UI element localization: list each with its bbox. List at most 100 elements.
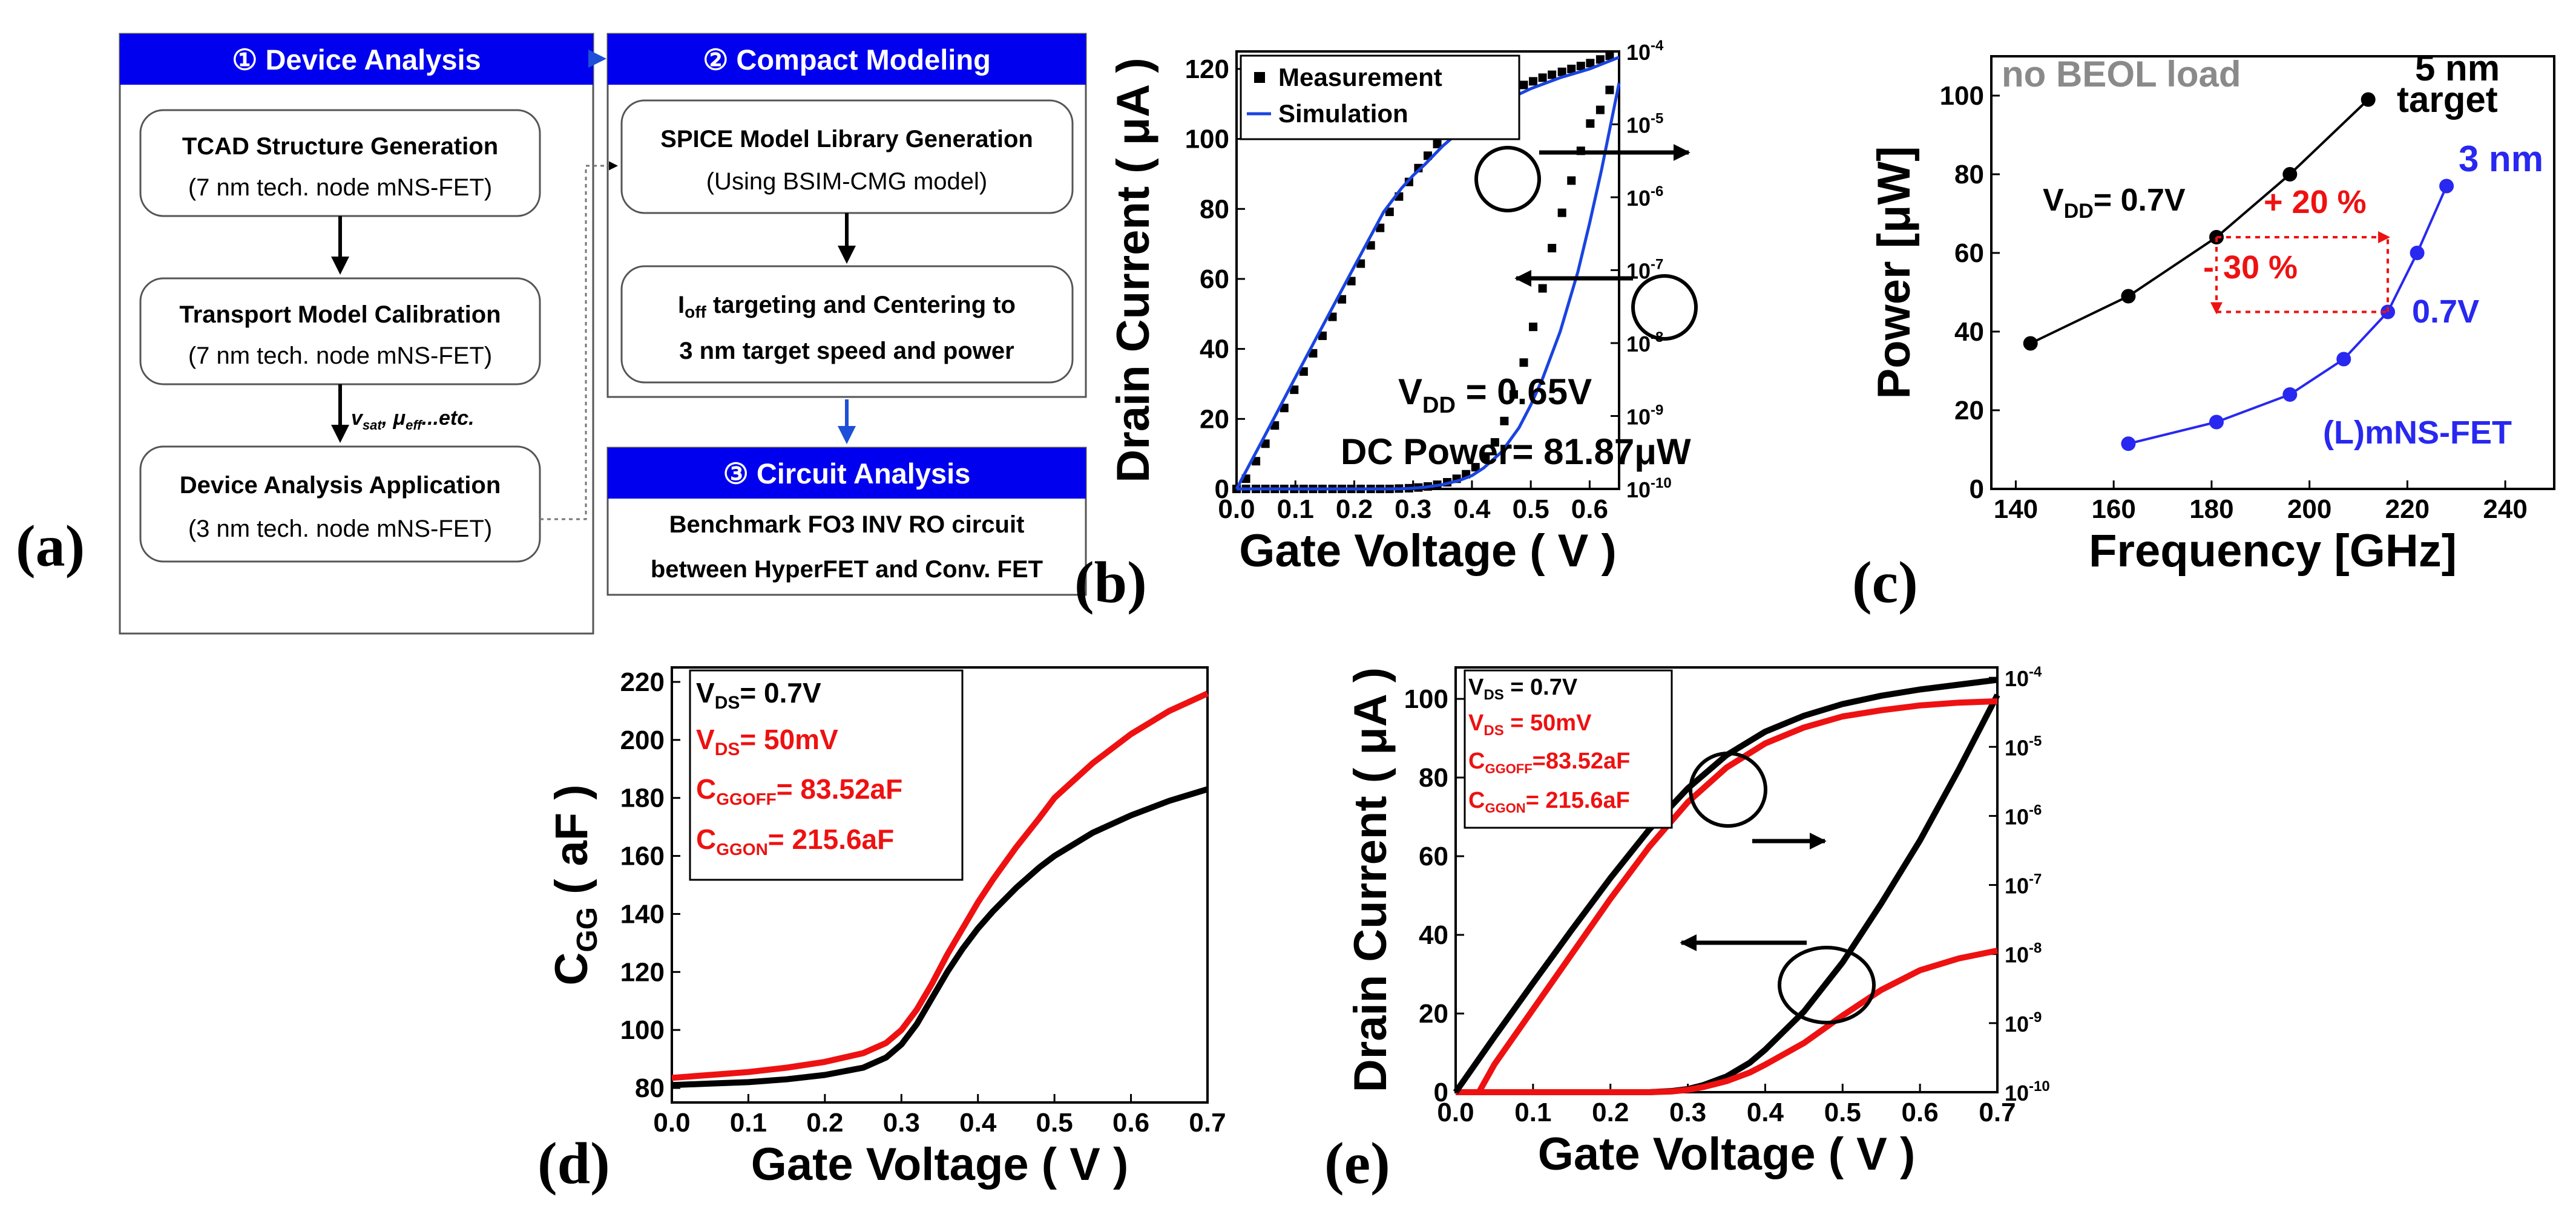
e-y2-tick-label: 10-6 <box>2005 802 2042 829</box>
panel-label-b: (b) <box>1074 550 1147 615</box>
c-x-tick-label: 160 <box>2091 494 2135 524</box>
c-x-tick-label: 220 <box>2385 494 2430 524</box>
e-y-tick-label: 20 <box>1419 999 1448 1029</box>
c-data-point <box>2361 92 2376 107</box>
c-y-tick-label: 60 <box>1954 238 1984 268</box>
c-y-tick-label: 40 <box>1954 317 1984 347</box>
b-data-point <box>1385 208 1394 217</box>
b-data-point <box>1500 416 1509 425</box>
b-y-tick-label: 60 <box>1200 264 1229 294</box>
b-data-point <box>1318 331 1327 340</box>
b-data-point <box>1366 241 1375 250</box>
b-x-tick-label: 0.5 <box>1513 494 1549 524</box>
b-y2-tick-label: 10-5 <box>1626 111 1663 138</box>
b-data-point <box>1595 105 1605 114</box>
tcad-sub: (7 nm tech. node mNS-FET) <box>188 174 492 201</box>
c-data-point <box>2023 336 2038 351</box>
c-mnsfet-label: (L)mNS-FET <box>2323 414 2512 451</box>
d-x-tick-label: 0.0 <box>653 1108 690 1138</box>
panel-label-e: (e) <box>1324 1131 1390 1196</box>
c-vdd-label: VDD= 0.7V <box>2043 183 2186 223</box>
compact-modeling-header <box>608 34 1086 85</box>
b-data-point <box>1586 119 1595 128</box>
e-y2-tick-label: 10-8 <box>2005 940 2042 968</box>
e-x-tick-label: 0.2 <box>1592 1098 1629 1127</box>
c-data-point <box>2282 387 2298 402</box>
b-data-point <box>1576 62 1585 71</box>
e-x-axis-label: Gate Voltage ( V ) <box>1538 1128 1916 1180</box>
b-data-point <box>1548 244 1557 253</box>
e-y-tick-label: 80 <box>1419 763 1448 793</box>
b-y2-tick-label: 10-4 <box>1626 38 1664 65</box>
device-app-box <box>139 445 541 563</box>
e-legend-cggoff: CGGOFF=83.52aF <box>1468 748 1630 776</box>
e-legend-vds2: VDS = 50mV <box>1468 710 1592 739</box>
c-data-point <box>2410 246 2425 260</box>
c-x-tick-label: 140 <box>1994 494 2038 524</box>
e-ellipse-linear <box>1778 946 1876 1024</box>
e-y2-tick-label: 10-4 <box>2005 664 2042 691</box>
d-legend-box <box>689 669 964 881</box>
b-data-point <box>1586 59 1595 68</box>
c-data-point <box>2121 436 2136 451</box>
b-data-point <box>1548 70 1557 79</box>
d-marks-group <box>671 690 1209 1089</box>
b-data-point <box>1519 358 1528 367</box>
b-data-point <box>1567 64 1576 73</box>
b-data-point <box>1299 367 1308 376</box>
d-x-tick-label: 0.1 <box>730 1108 767 1138</box>
c-vdd-blue-label: 0.7V <box>2412 293 2479 330</box>
device-analysis-header <box>120 34 593 85</box>
transport-sub: (7 nm tech. node mNS-FET) <box>188 342 492 369</box>
d-x-axis-label: Gate Voltage ( V ) <box>751 1139 1129 1190</box>
d-x-tick-label: 0.7 <box>1189 1108 1226 1138</box>
b-ellipse-log <box>1474 146 1541 212</box>
b-data-point <box>1376 223 1385 232</box>
d-y-axis-label: CGG ( aF ) <box>546 784 603 985</box>
e-legend-vds1: VDS = 0.7V <box>1468 675 1578 703</box>
b-legend-measurement: Measurement <box>1278 63 1442 91</box>
c-x-tick-label: 240 <box>2483 494 2527 524</box>
e-legend-cggon: CGGON= 215.6aF <box>1468 788 1630 816</box>
e-x-tick-label: 0.1 <box>1514 1098 1551 1127</box>
c-series-line <box>2128 185 2448 445</box>
c-no-beol-label: no BEOL load <box>2002 54 2241 94</box>
b-legend-box <box>1240 54 1520 140</box>
b-x-tick-label: 0.6 <box>1571 494 1608 524</box>
c-diff-group <box>2210 231 2391 315</box>
circuit-line1: Benchmark FO3 INV RO circuit <box>669 511 1025 538</box>
e-axes-group: 0.0 0.1 0.2 0.3 0.4 0.5 0.6 0.7 0 20 40 60 80 100 Gate… <box>1345 664 2050 1180</box>
b-x-tick-label: 0.2 <box>1336 494 1373 524</box>
circuit-analysis-header <box>608 448 1086 499</box>
compact-modeling-title: ② Compact Modeling <box>703 44 991 76</box>
c-x-tick-label: 200 <box>2287 494 2331 524</box>
flowchart-panel: ① Device Analysis TCAD Structure Generat… <box>119 33 1087 635</box>
d-x-tick-label: 0.3 <box>883 1108 920 1138</box>
d-axes-group: 0.0 0.1 0.2 0.3 0.4 0.5 0.6 0.7 80 100 120 140 160 18… <box>546 666 1226 1190</box>
b-data-point <box>1595 55 1605 64</box>
b-data-point <box>1538 284 1547 293</box>
b-data-point <box>1481 453 1490 462</box>
panel-label-c: (c) <box>1852 550 1918 615</box>
b-y-tick-label: 20 <box>1200 404 1229 434</box>
e-y2-tick-label: 10-10 <box>2005 1078 2050 1106</box>
c-data-point <box>2336 352 2351 367</box>
d-legend-vds2: VDS= 50mV <box>696 724 838 759</box>
b-y2-tick-label: 10-6 <box>1626 183 1663 211</box>
chart-b: 0.0 0.1 0.2 0.3 0.4 0.5 0.6 0 20 40 60 80 100 120 Gate… <box>1108 38 1698 577</box>
b-series-line <box>1235 56 1620 490</box>
d-plot-frame <box>671 666 1209 1104</box>
ioff-box <box>620 265 1074 384</box>
e-x-tick-label: 0.4 <box>1747 1098 1784 1127</box>
e-y-tick-label: 60 <box>1419 842 1448 871</box>
d-x-tick-label: 0.4 <box>959 1108 997 1138</box>
arrow-param-label: vsat, μeff...etc. <box>351 407 475 433</box>
d-legend-cggon: CGGON= 215.6aF <box>696 824 894 859</box>
d-x-tick-label: 0.6 <box>1112 1108 1149 1138</box>
b-dc-power-label: DC Power= 81.87μW <box>1341 431 1691 472</box>
c-plus20-label: + 20 % <box>2264 184 2367 220</box>
d-y-tick-label: 100 <box>620 1015 665 1045</box>
b-x-tick-label: 0.0 <box>1218 494 1255 524</box>
c-axes-group: 140 160 180 200 220 240 0 20 40 60 80 100 Frequency … <box>1868 55 2555 577</box>
d-y-tick-label: 180 <box>620 784 665 813</box>
